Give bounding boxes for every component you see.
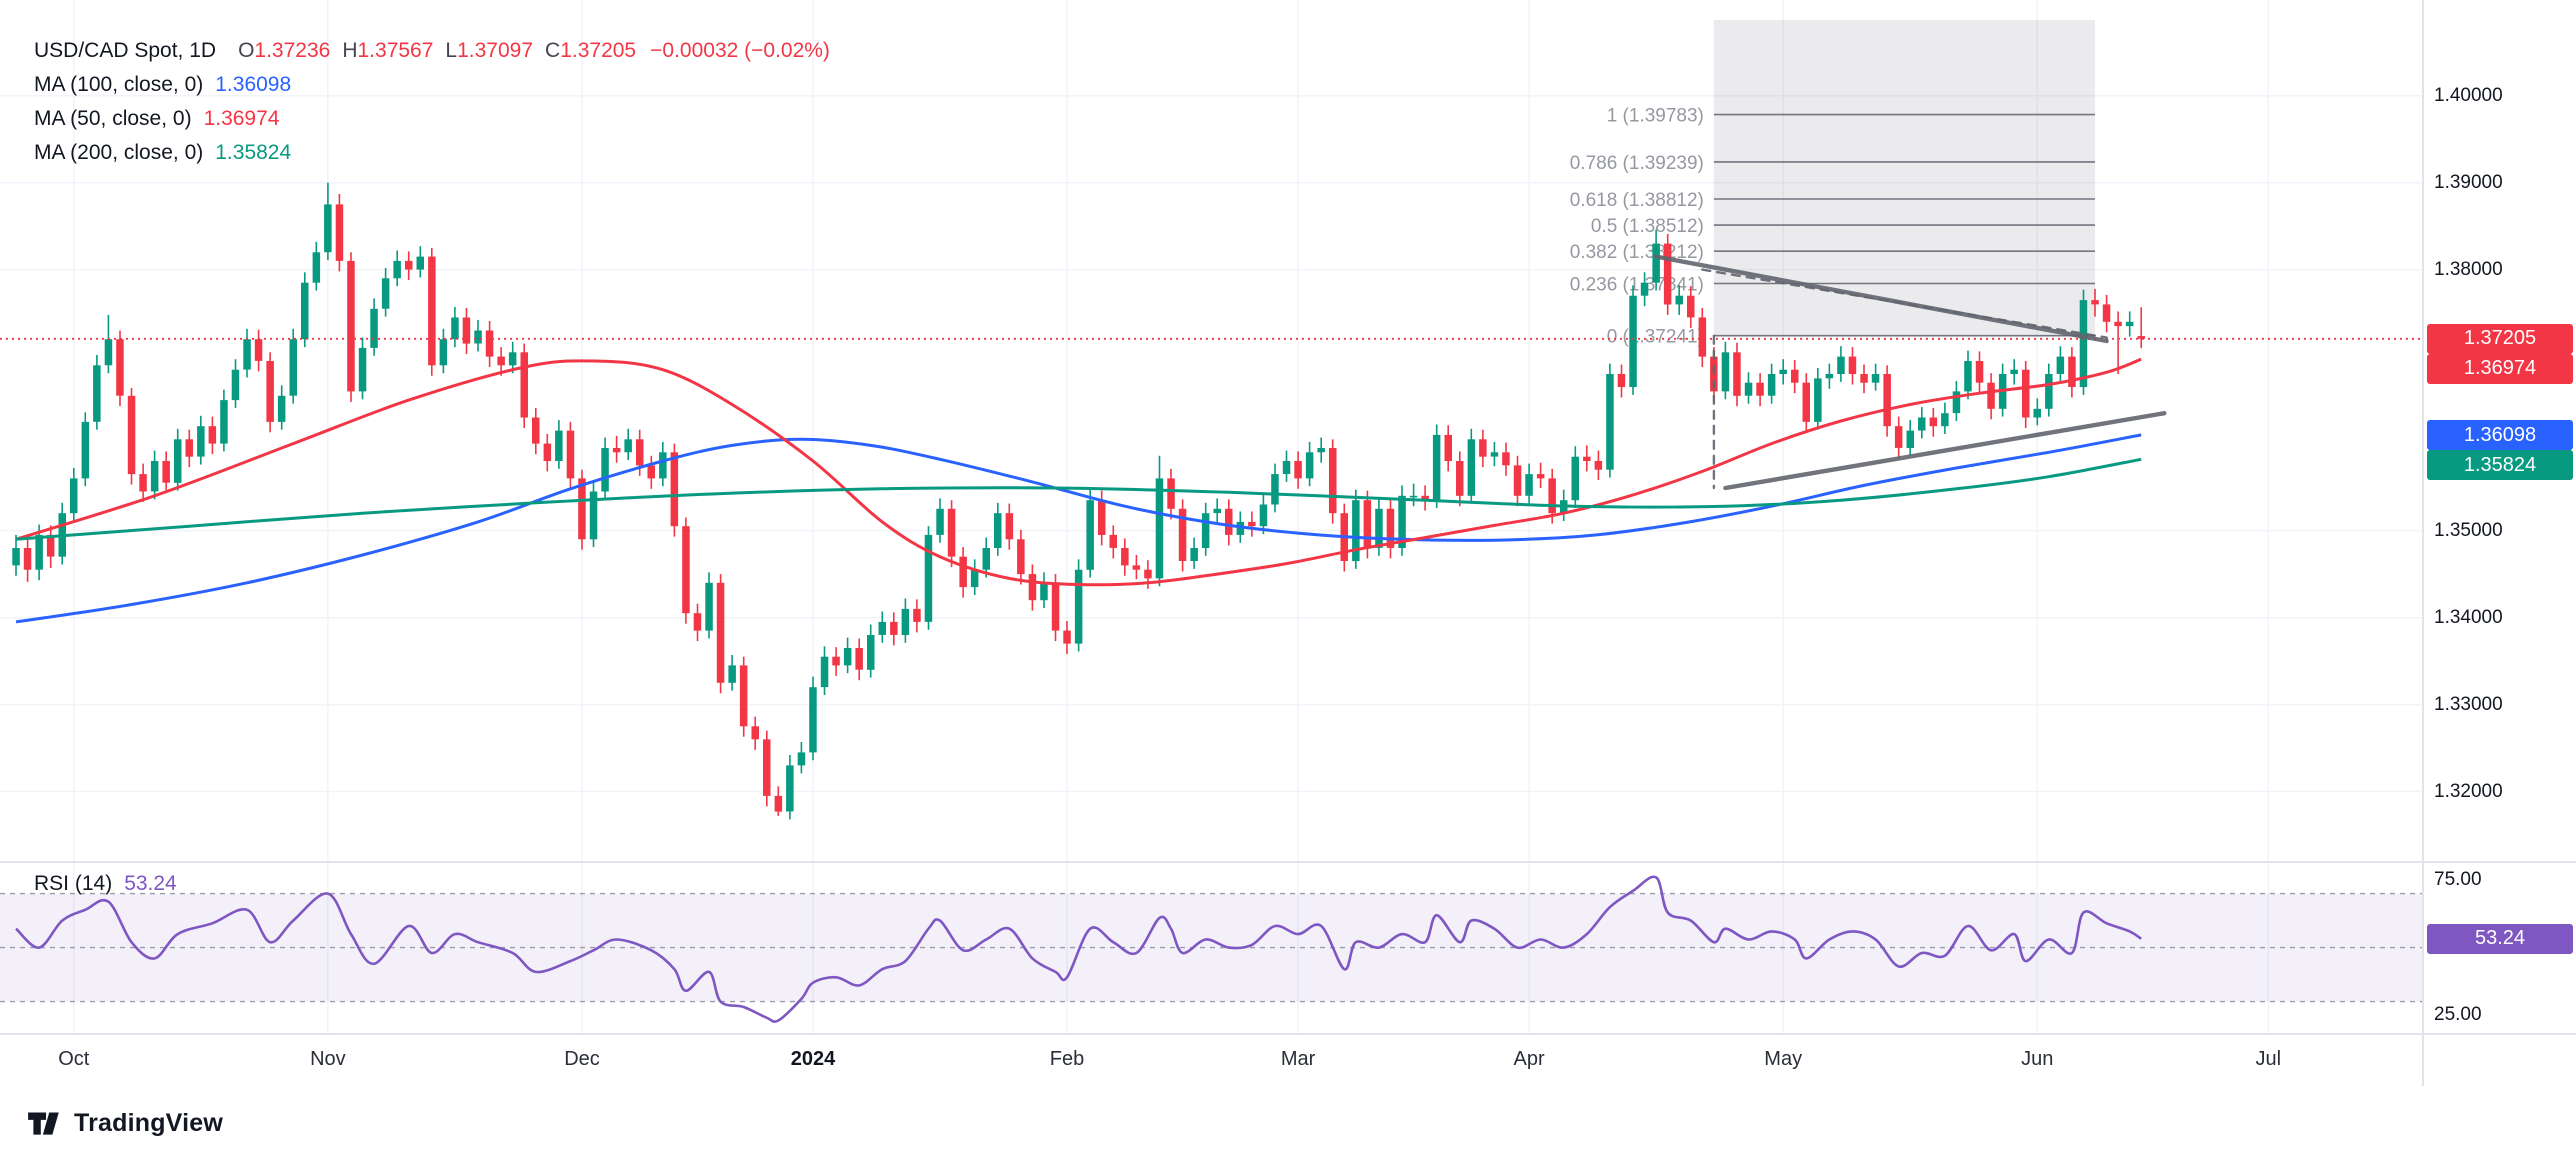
ma50-line[interactable] <box>15 357 2142 587</box>
ma50-value: 1.36974 <box>203 107 280 130</box>
price-axis[interactable]: 1.40000 1.39000 1.38000 1.35000 1.34000 1.330… <box>2422 0 2576 1086</box>
fib-level-label: 0.786 (1.39239) <box>1570 153 1704 174</box>
price-axis-label: 1.32000 <box>2434 780 2503 802</box>
price-axis-label: 1.39000 <box>2434 171 2503 193</box>
rsi-legend-row[interactable]: RSI (14) 53.24 <box>34 867 177 901</box>
symbol-title: USD/CAD Spot, 1D <box>34 39 217 62</box>
last-price-badge: 1.37205 <box>2427 323 2573 354</box>
symbol-legend-row[interactable]: USD/CAD Spot, 1D O 1.37236 H 1.37567 L 1.37… <box>34 34 830 68</box>
change-value: −0.00032 (−0.02%) <box>650 39 830 62</box>
fib-level-label: 0.5 (1.38512) <box>1591 216 1704 237</box>
fib-retracement[interactable]: 1 (1.39783) 0.786 (1.39239) 0.618 (1.38812… <box>1570 20 2095 348</box>
fib-level-label: 0.618 (1.38812) <box>1570 190 1704 211</box>
trendline-1[interactable] <box>1723 411 2167 491</box>
time-axis-label-jul: Jul <box>2255 1048 2282 1070</box>
price-axis-label: 1.35000 <box>2434 519 2503 541</box>
price-axis-label: 1.33000 <box>2434 693 2503 715</box>
tradingview-logo-icon[interactable] <box>26 1104 64 1142</box>
tradingview-wordmark[interactable]: TradingView <box>74 1108 224 1137</box>
high-label: H <box>342 39 358 62</box>
branding-bar: TradingView <box>26 1104 223 1142</box>
close-value: 1.37205 <box>560 39 637 62</box>
price-axis-label: 1.40000 <box>2434 84 2503 106</box>
time-axis-label-may: May <box>1764 1048 1803 1070</box>
rsi-value-badge: 53.24 <box>2427 923 2573 954</box>
close-label: C <box>545 39 561 62</box>
rsi-line[interactable] <box>15 875 2142 1023</box>
time-axis-label-jun: Jun <box>2021 1048 2054 1070</box>
candlestick-series[interactable] <box>12 182 2145 820</box>
rsi-axis-label: 25.00 <box>2434 1004 2482 1026</box>
ma200-value-badge: 1.35824 <box>2427 450 2573 481</box>
time-axis-label-nov: Nov <box>310 1048 346 1070</box>
ma200-label: MA (200, close, 0) <box>34 141 204 164</box>
open-label: O <box>238 39 255 62</box>
ma200-legend-row[interactable]: MA (200, close, 0) 1.35824 <box>34 136 830 170</box>
time-axis-label-mar: Mar <box>1280 1048 1316 1070</box>
ma100-label: MA (100, close, 0) <box>34 73 204 96</box>
ma50-legend-row[interactable]: MA (50, close, 0) 1.36974 <box>34 102 830 136</box>
time-axis-label-2024: 2024 <box>790 1048 836 1070</box>
ma50-label: MA (50, close, 0) <box>34 107 192 130</box>
chart-canvas[interactable]: 1 (1.39783) 0.786 (1.39239) 0.618 (1.38812… <box>0 0 2576 1086</box>
ma200-line[interactable] <box>15 457 2142 541</box>
high-value: 1.37567 <box>357 39 434 62</box>
price-axis-label: 1.34000 <box>2434 606 2503 628</box>
fib-level-label: 0 (1.37241) <box>1607 327 1704 348</box>
rsi-label: RSI (14) <box>34 872 113 895</box>
fib-level-label: 0.236 (1.37841) <box>1570 275 1704 296</box>
fib-level-label: 1 (1.39783) <box>1607 106 1704 127</box>
low-label: L <box>445 39 458 62</box>
rsi-band <box>0 892 2422 1003</box>
open-value: 1.37236 <box>254 39 331 62</box>
ma100-value: 1.36098 <box>215 73 292 96</box>
ma200-value: 1.35824 <box>215 141 292 164</box>
low-value: 1.37097 <box>457 39 534 62</box>
time-axis-label-oct: Oct <box>58 1048 90 1070</box>
ma100-value-badge: 1.36098 <box>2427 420 2573 451</box>
time-axis[interactable]: Oct Nov Dec 2024 Feb Mar Apr May Jun Jul <box>0 1034 2576 1086</box>
trendline-2[interactable] <box>1701 268 2108 339</box>
rsi-value: 53.24 <box>124 872 177 895</box>
time-axis-label-dec: Dec <box>564 1048 600 1070</box>
time-axis-label-apr: Apr <box>1513 1048 1545 1070</box>
time-axis-label-feb: Feb <box>1049 1048 1085 1070</box>
ma50-value-badge: 1.36974 <box>2427 353 2573 384</box>
price-axis-label: 1.38000 <box>2434 258 2503 280</box>
main-legend: USD/CAD Spot, 1D O 1.37236 H 1.37567 L 1.37… <box>34 34 830 170</box>
rsi-axis-label: 75.00 <box>2434 869 2482 891</box>
ma100-legend-row[interactable]: MA (100, close, 0) 1.36098 <box>34 68 830 102</box>
